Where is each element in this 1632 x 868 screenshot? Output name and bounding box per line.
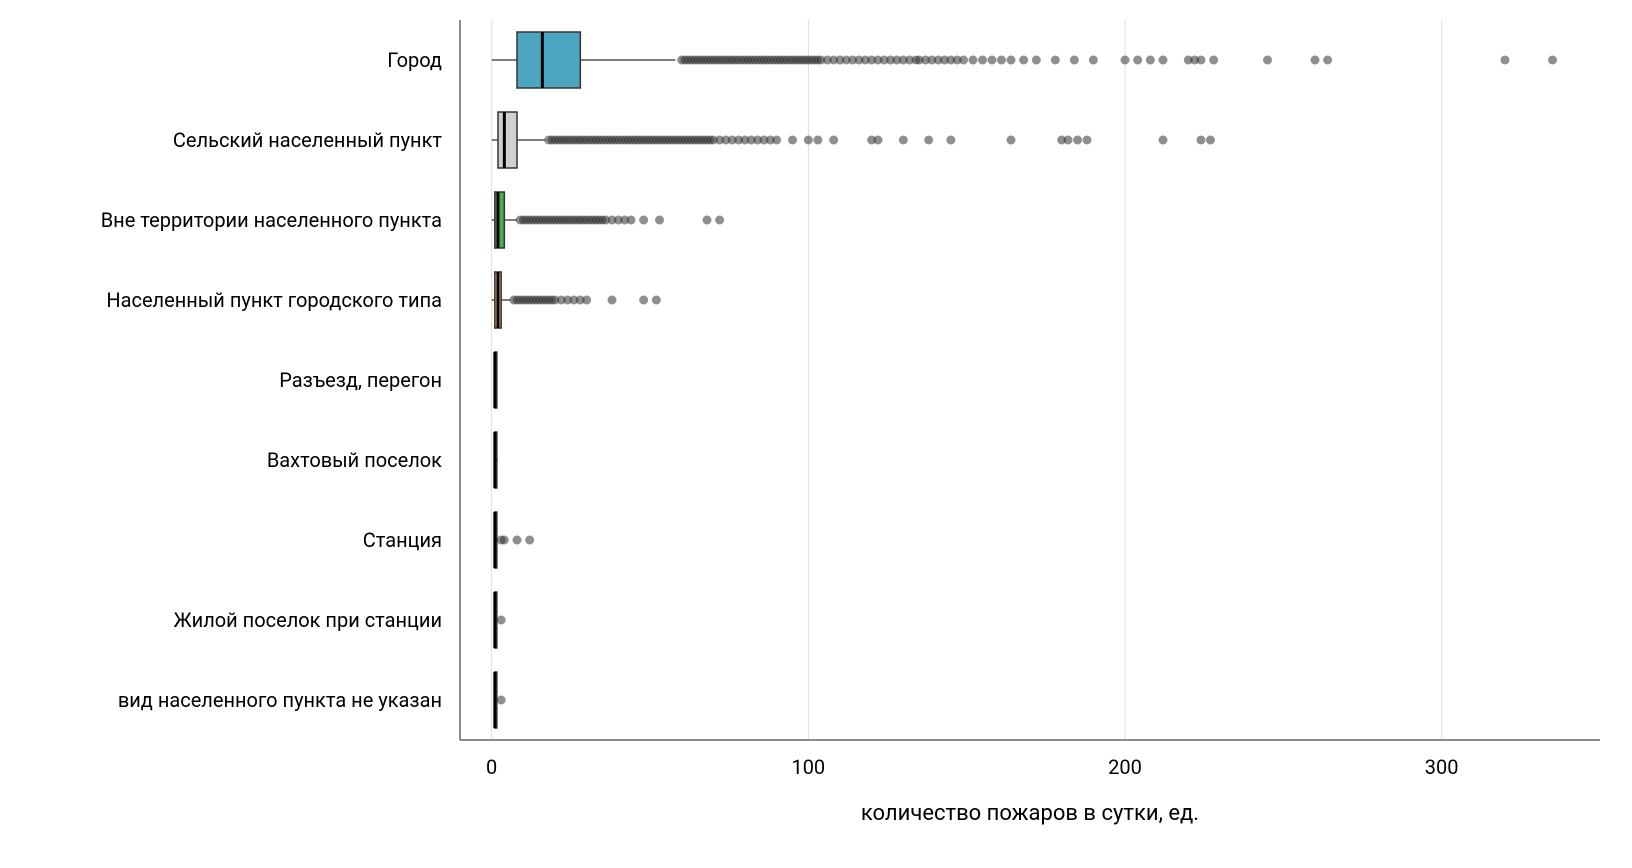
svg-text:0: 0: [486, 755, 497, 779]
svg-text:200: 200: [1108, 755, 1142, 779]
svg-text:Сельский населенный пункт: Сельский населенный пункт: [173, 128, 442, 152]
svg-text:Вахтовый поселок: Вахтовый поселок: [267, 448, 442, 472]
svg-text:Населенный пункт городского ти: Населенный пункт городского типа: [106, 288, 442, 312]
svg-text:300: 300: [1425, 755, 1459, 779]
svg-text:количество пожаров в сутки, ед: количество пожаров в сутки, ед.: [861, 801, 1199, 826]
svg-text:Город: Город: [387, 48, 442, 72]
svg-text:Разъезд, перегон: Разъезд, перегон: [279, 368, 442, 392]
svg-text:100: 100: [791, 755, 825, 779]
boxplot-chart: 0 100 200 300 Город Сельский населенный пункт…: [0, 0, 1632, 864]
svg-text:Станция: Станция: [363, 528, 442, 552]
svg-text:вид населенного пункта не указ: вид населенного пункта не указан: [118, 688, 442, 712]
svg-text:Жилой поселок при станции: Жилой поселок при станции: [174, 608, 443, 632]
svg-text:Вне территории населенного пун: Вне территории населенного пункта: [101, 208, 442, 232]
